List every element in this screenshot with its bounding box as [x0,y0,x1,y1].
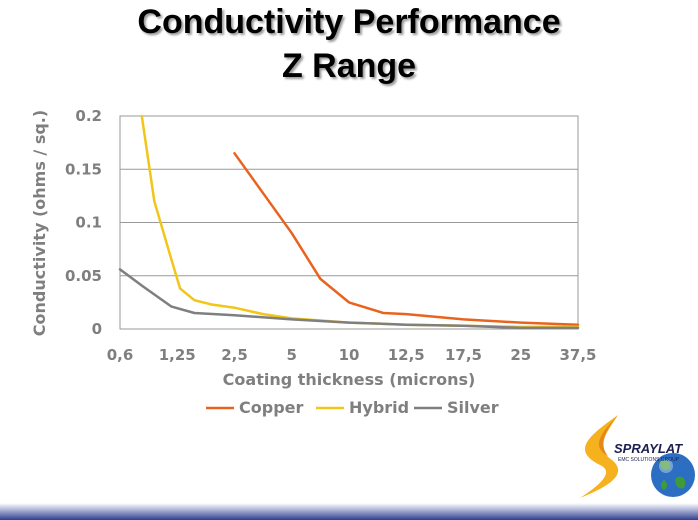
legend-label-silver: Silver [447,398,499,417]
x-axis-title: Coating thickness (microns) [223,370,476,389]
y-tick-label: 0.2 [75,107,102,125]
grid-layer [120,168,578,277]
legend: Copper Hybrid Silver [206,398,499,417]
y-axis-title: Conductivity (ohms / sq.) [30,110,49,336]
x-tick-label: 5 [287,346,297,364]
series-line-copper [233,152,580,326]
title-line-1: Conductivity Performance [137,3,561,41]
x-tick-label: 10 [339,346,360,364]
legend-label-hybrid: Hybrid [349,398,409,417]
x-tick-label: 1,25 [159,346,196,364]
x-tick-label: 2,5 [221,346,248,364]
y-tick-label: 0.05 [65,267,102,285]
x-tick-label: 37,5 [559,346,596,364]
footer-bar [0,503,698,520]
legend-label-copper: Copper [239,398,303,417]
series-line-silver [118,268,580,330]
y-tick-labels: 0 0.05 0.1 0.15 0.2 [65,107,102,338]
x-tick-label: 25 [510,346,531,364]
plot-border [119,115,579,330]
spraylat-logo [580,415,695,498]
y-tick-label: 0 [92,320,102,338]
title-line-2: Z Range [281,47,417,85]
x-tick-labels: 0,6 1,25 2,5 5 10 12,5 17,5 25 37,5 [107,346,597,364]
y-tick-label: 0.1 [75,214,102,232]
x-tick-label: 0,6 [107,346,134,364]
logo-wordmark: SPRAYLAT [614,441,683,456]
series-layer [118,114,580,330]
chart: 0 0.05 0.1 0.15 0.2 0,6 1,25 2,5 5 10 12,5 17,5 25 3… [30,107,597,417]
x-tick-label: 17,5 [445,346,482,364]
logo-subtitle: EMC SOLUTIONS GROUP [618,457,680,463]
y-tick-label: 0.15 [65,160,102,178]
x-tick-label: 12,5 [388,346,425,364]
series-line-hybrid [140,114,580,329]
